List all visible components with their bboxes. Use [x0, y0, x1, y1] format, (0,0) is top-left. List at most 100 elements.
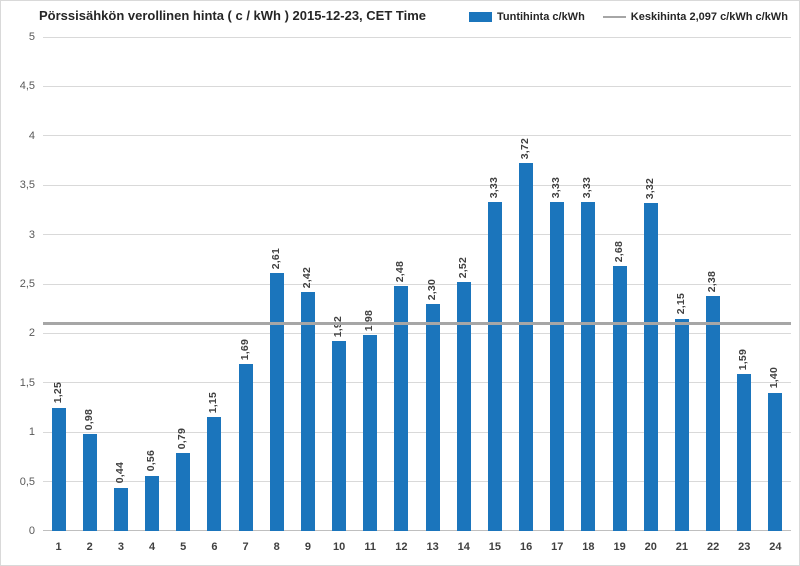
- y-axis-tick-label: 2: [28, 327, 35, 340]
- bar: [51, 407, 66, 531]
- bar-value-label: 0,44: [113, 462, 126, 484]
- y-axis-tick-label: 3,5: [19, 179, 35, 192]
- bar-value-label: 2,52: [456, 256, 469, 279]
- y-axis-tick-label: 0: [28, 525, 35, 537]
- x-axis-tick-label: 8: [273, 541, 280, 553]
- legend-item-average-price: Keskihinta 2,097 c/kWh c/kWh: [602, 11, 788, 23]
- bar: [456, 282, 471, 531]
- x-axis-line: [43, 530, 791, 531]
- x-axis-tick-label: 14: [457, 541, 470, 553]
- x-axis-tick-label: 23: [738, 541, 751, 553]
- bar: [269, 273, 284, 531]
- bar-value-label: 2,68: [612, 240, 625, 263]
- x-axis-tick-label: 3: [117, 541, 124, 553]
- x-axis-tick-label: 7: [242, 541, 249, 553]
- bar-value-label: 1,40: [768, 367, 781, 389]
- x-axis-tick-label: 1: [55, 541, 62, 553]
- legend-bar-swatch-icon: [469, 12, 492, 22]
- bar-value-label: 0,98: [82, 408, 95, 431]
- bar: [332, 341, 347, 531]
- gridline: [43, 234, 791, 236]
- bar-value-label: 2,15: [674, 293, 687, 315]
- x-axis-tick-label: 21: [675, 541, 689, 553]
- bar: [643, 202, 658, 531]
- x-axis-tick-label: 24: [769, 541, 782, 553]
- legend-line-swatch-icon: [602, 16, 626, 18]
- y-axis-tick-label: 4: [28, 129, 35, 142]
- bar: [363, 335, 378, 531]
- x-axis-tick-label: 11: [364, 541, 377, 553]
- x-axis-tick-label: 16: [519, 541, 533, 553]
- gridline: [43, 283, 791, 285]
- x-axis-tick-label: 6: [211, 541, 218, 553]
- legend: Tuntihinta c/kWh Keskihinta 2,097 c/kWh …: [469, 11, 788, 23]
- bar: [300, 291, 315, 531]
- x-axis-tick-label: 5: [180, 541, 187, 553]
- bar-value-label: 1,59: [737, 348, 750, 370]
- bar-value-label: 3,32: [643, 177, 656, 199]
- x-axis-tick-label: 12: [395, 541, 408, 553]
- x-axis-tick-label: 10: [332, 541, 346, 553]
- y-axis-tick-label: 2,5: [19, 278, 35, 290]
- bar-value-label: 2,38: [706, 270, 719, 292]
- bar: [487, 201, 502, 531]
- bar-value-label: 1,15: [207, 392, 220, 414]
- bar-value-label: 3,33: [550, 176, 563, 198]
- y-axis-tick-label: 1,5: [19, 376, 35, 389]
- bar-value-label: 3,72: [519, 138, 532, 160]
- gridline: [43, 481, 791, 483]
- bar: [207, 417, 222, 531]
- bar-value-label: 1,98: [363, 310, 376, 332]
- bar: [581, 201, 596, 531]
- bar: [519, 163, 534, 531]
- bar-value-label: 0,79: [176, 427, 189, 449]
- bar-value-label: 0,56: [145, 450, 158, 472]
- x-axis-tick-label: 9: [304, 541, 311, 553]
- bar: [238, 364, 253, 531]
- bar-value-label: 1,25: [51, 382, 64, 404]
- y-axis-tick-label: 5: [28, 31, 35, 43]
- y-axis-tick-label: 0,5: [19, 475, 35, 488]
- gridline: [43, 431, 791, 433]
- gridline: [43, 85, 791, 87]
- x-axis-tick-label: 4: [149, 541, 156, 553]
- bar-value-label: 1,92: [332, 316, 345, 338]
- y-axis-tick-label: 3: [28, 228, 35, 241]
- bar-value-label: 2,48: [394, 260, 407, 282]
- gridline: [43, 135, 791, 137]
- bar: [737, 373, 752, 531]
- bar: [550, 201, 565, 531]
- x-axis-tick-label: 13: [426, 541, 439, 553]
- x-axis: 1 2 3 4 5 6 7 8 9 10 11 12 13 14 15 16 17 18 19 20 21 22 23 24: [43, 541, 791, 557]
- bar: [145, 475, 160, 531]
- gridline: [43, 332, 791, 334]
- bar: [706, 295, 721, 531]
- bar: [674, 318, 689, 531]
- gridline: [43, 36, 791, 38]
- bar-value-label: 2,30: [425, 278, 438, 300]
- x-axis-tick-label: 18: [582, 541, 595, 553]
- x-axis-tick-label: 15: [488, 541, 502, 553]
- bar: [425, 303, 440, 531]
- bar: [768, 392, 783, 531]
- y-axis: 0 0,5 1 1,5 2 2,5 3 3,5 4 4,5 5: [1, 31, 35, 537]
- x-axis-tick-label: 19: [613, 541, 626, 553]
- bar-value-label: 3,33: [581, 176, 594, 198]
- average-price-line: [43, 322, 791, 326]
- legend-item-hourly-price: Tuntihinta c/kWh: [469, 11, 585, 23]
- x-axis-tick-label: 20: [644, 541, 657, 553]
- gridline: [43, 184, 791, 186]
- bar: [394, 285, 409, 531]
- x-axis-tick-label: 17: [551, 541, 564, 553]
- chart-title: Pörssisähkön verollinen hinta ( c / kWh …: [39, 8, 426, 23]
- x-axis-tick-label: 22: [706, 541, 720, 553]
- bar: [82, 434, 97, 531]
- plot-area: 1,25 0,98 0,44 0,56 0,79 1,15 1,69 2,61 2,42 1,92…: [43, 36, 791, 531]
- bar-value-label: 1,69: [238, 338, 251, 361]
- bar-value-label: 3,33: [487, 176, 500, 198]
- bar-value-label: 2,61: [269, 247, 282, 270]
- bar-value-label: 2,42: [300, 266, 313, 288]
- x-axis-tick-label: 2: [86, 541, 93, 553]
- bar: [176, 452, 191, 531]
